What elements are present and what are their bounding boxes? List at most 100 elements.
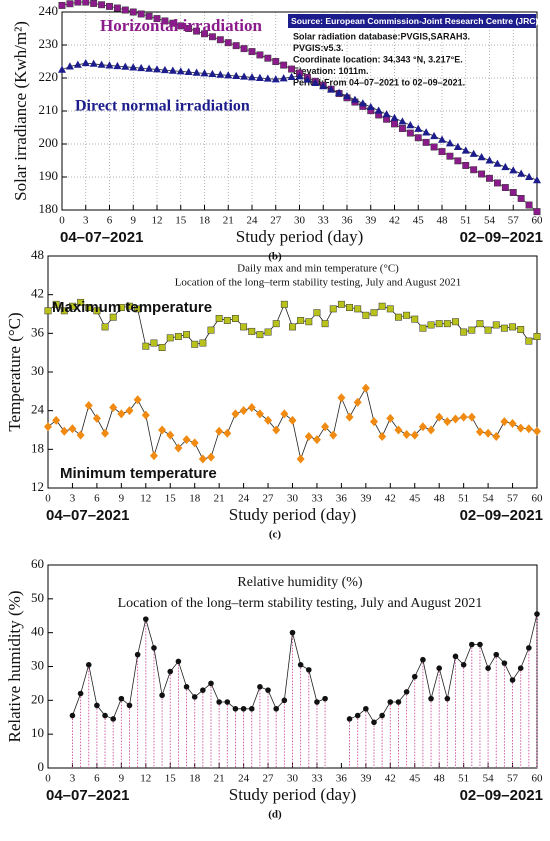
y-tick-label: 200 bbox=[39, 135, 59, 150]
marker bbox=[149, 451, 158, 461]
marker bbox=[386, 305, 394, 313]
marker bbox=[478, 170, 486, 178]
marker bbox=[306, 667, 312, 673]
marker bbox=[175, 658, 182, 665]
x-tick-label: 54 bbox=[484, 215, 496, 227]
marker bbox=[335, 88, 344, 96]
x-tick-label: 45 bbox=[409, 773, 421, 785]
marker bbox=[509, 677, 516, 683]
x-axis-label: Study period (day) bbox=[229, 785, 356, 804]
marker bbox=[410, 430, 419, 440]
marker bbox=[289, 323, 296, 331]
marker bbox=[370, 417, 378, 427]
date-start: 04–07–2021 bbox=[60, 229, 143, 246]
marker bbox=[223, 428, 232, 438]
marker bbox=[216, 70, 225, 78]
subtitle: Location of the long–term stability test… bbox=[118, 596, 483, 611]
marker bbox=[419, 324, 427, 332]
marker bbox=[265, 687, 271, 693]
marker bbox=[370, 309, 378, 317]
marker bbox=[232, 71, 241, 80]
marker bbox=[248, 73, 256, 81]
marker bbox=[509, 323, 517, 331]
marker bbox=[462, 162, 470, 169]
marker bbox=[176, 67, 185, 75]
series-label: Horizontal irradiation bbox=[100, 16, 263, 35]
marker bbox=[44, 307, 52, 315]
x-axis-label: Study period (day) bbox=[229, 505, 356, 524]
y-tick-label: 18 bbox=[31, 440, 44, 455]
marker bbox=[279, 74, 288, 82]
marker bbox=[398, 125, 406, 132]
marker bbox=[533, 208, 541, 216]
marker bbox=[129, 63, 138, 71]
marker bbox=[414, 134, 422, 142]
source-line: Solar radiation database:PVGIS,SARAH3. bbox=[293, 31, 470, 41]
x-tick-label: 18 bbox=[199, 215, 211, 227]
marker bbox=[74, 0, 82, 6]
marker bbox=[193, 27, 201, 35]
marker bbox=[366, 102, 375, 111]
marker bbox=[240, 45, 248, 53]
marker bbox=[371, 719, 377, 726]
marker bbox=[137, 10, 145, 18]
x-tick-label: 54 bbox=[483, 773, 495, 785]
marker bbox=[69, 712, 76, 719]
marker bbox=[422, 138, 430, 146]
marker bbox=[129, 8, 137, 16]
marker bbox=[207, 452, 215, 462]
marker bbox=[215, 426, 224, 436]
marker bbox=[304, 431, 313, 441]
marker bbox=[232, 42, 240, 50]
marker bbox=[517, 169, 526, 177]
marker bbox=[469, 641, 475, 648]
marker bbox=[110, 716, 116, 722]
marker bbox=[493, 179, 501, 187]
marker bbox=[85, 304, 93, 312]
marker bbox=[436, 665, 443, 671]
marker bbox=[435, 320, 443, 328]
x-tick-label: 27 bbox=[270, 215, 282, 227]
marker bbox=[58, 65, 66, 73]
marker bbox=[422, 128, 431, 136]
source-line: Elevation: 1011m. bbox=[293, 66, 369, 76]
marker bbox=[288, 65, 296, 73]
marker bbox=[158, 344, 166, 351]
marker bbox=[52, 415, 61, 425]
x-tick-label: 39 bbox=[360, 773, 372, 785]
marker bbox=[81, 58, 90, 67]
marker bbox=[145, 64, 154, 72]
marker bbox=[118, 695, 125, 702]
plot-frame bbox=[61, 11, 538, 211]
x-tick-label: 0 bbox=[45, 493, 51, 505]
x-tick-label: 15 bbox=[165, 773, 177, 785]
marker bbox=[438, 148, 446, 156]
marker bbox=[264, 415, 273, 425]
y-tick-label: 40 bbox=[31, 624, 44, 639]
x-tick-label: 48 bbox=[434, 773, 446, 785]
x-tick-label: 33 bbox=[318, 215, 330, 227]
marker bbox=[77, 298, 85, 306]
marker bbox=[516, 423, 525, 433]
marker bbox=[354, 305, 362, 313]
marker bbox=[337, 300, 345, 308]
marker bbox=[500, 324, 508, 332]
marker bbox=[98, 1, 106, 9]
x-tick-label: 42 bbox=[389, 215, 400, 227]
marker bbox=[394, 425, 403, 435]
marker bbox=[68, 424, 77, 434]
marker bbox=[231, 409, 240, 419]
source-line: Coordinate location: 34.343 °N, 3.217°E. bbox=[293, 54, 463, 64]
marker bbox=[459, 412, 468, 422]
x-tick-label: 0 bbox=[45, 773, 51, 785]
source-line: Period:From 04–07–2021 to 02–09–2021. bbox=[293, 77, 465, 87]
marker bbox=[411, 315, 419, 323]
x-tick-label: 18 bbox=[189, 493, 201, 505]
marker bbox=[60, 307, 68, 315]
marker bbox=[117, 304, 125, 312]
y-tick-label: 12 bbox=[31, 479, 44, 494]
marker bbox=[101, 428, 110, 438]
marker bbox=[280, 61, 288, 69]
marker bbox=[361, 383, 370, 393]
